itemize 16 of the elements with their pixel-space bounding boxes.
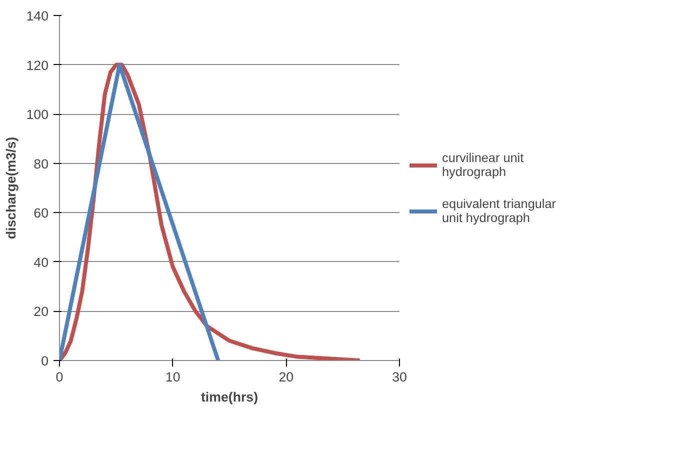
y-tick-label: 140 <box>26 8 49 24</box>
y-tick-label: 20 <box>34 304 49 320</box>
x-axis-title: time(hrs) <box>200 390 258 404</box>
y-tick-label: 0 <box>41 354 49 368</box>
x-tick-label: 20 <box>278 370 294 384</box>
y-tick-label: 40 <box>34 254 49 270</box>
y-tick-label: 100 <box>26 107 49 122</box>
y-axis-title: discharge(m3/s) <box>3 136 18 240</box>
legend-label: equivalent triangular unit hydrograph <box>442 196 556 224</box>
y-tick-label: 120 <box>26 58 49 73</box>
x-tick-label: 30 <box>392 370 407 384</box>
y-tick-label: 60 <box>34 206 49 221</box>
x-tick-label: 0 <box>56 370 64 384</box>
x-tick-label: 10 <box>165 370 180 384</box>
legend-label: curvilinear unit hydrograph <box>442 150 524 178</box>
y-tick-label: 80 <box>34 156 49 172</box>
